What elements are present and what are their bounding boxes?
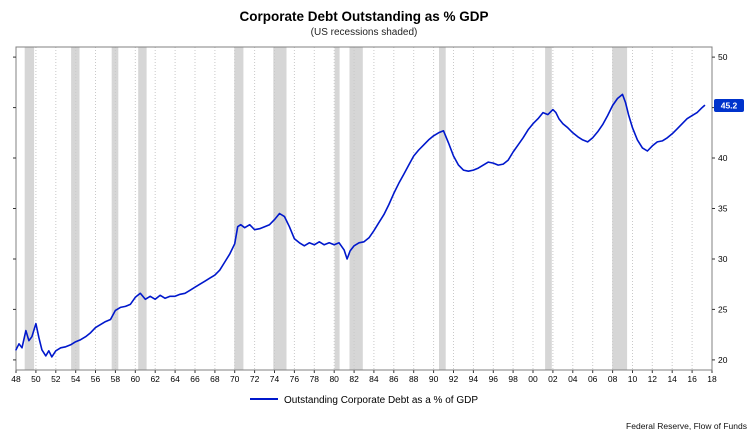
x-tick-label: 56 — [91, 374, 101, 384]
x-tick-label: 86 — [389, 374, 399, 384]
x-tick-label: 02 — [548, 374, 558, 384]
debt-line-series — [15, 93, 706, 358]
x-tick-label: 50 — [31, 374, 41, 384]
last-value-label: 45.2 — [721, 101, 738, 111]
x-tick-label: 96 — [489, 374, 499, 384]
x-tick-label: 80 — [329, 374, 339, 384]
x-tick-label: 70 — [230, 374, 240, 384]
x-tick-label: 10 — [628, 374, 638, 384]
x-tick-label: 98 — [508, 374, 518, 384]
x-tick-label: 90 — [429, 374, 439, 384]
x-tick-label: 52 — [51, 374, 61, 384]
x-tick-label: 06 — [588, 374, 598, 384]
y-tick-label: 30 — [718, 254, 728, 264]
plot-area: 48 50 52 54 56 58 60 62 64 66 68 70 72 74 76 78 80 82 84 86… — [11, 46, 744, 384]
x-tick-label: 68 — [210, 374, 220, 384]
x-tick-label: 54 — [71, 374, 81, 384]
x-tick-label: 14 — [667, 374, 677, 384]
source-attribution: Federal Reserve, Flow of Funds — [626, 421, 747, 431]
recession-band — [234, 47, 244, 370]
recession-band — [24, 47, 35, 370]
y-tick-label: 25 — [718, 304, 728, 314]
x-tick-label: 04 — [568, 374, 578, 384]
x-tick-label: 76 — [290, 374, 300, 384]
recession-band — [545, 47, 552, 370]
x-tick-label: 12 — [648, 374, 658, 384]
x-tick-label: 62 — [150, 374, 160, 384]
y-tick-label: 20 — [718, 355, 728, 365]
plot-frame — [15, 46, 713, 371]
x-tick-label: 18 — [707, 374, 717, 384]
chart-subtitle: (US recessions shaded) — [310, 27, 418, 38]
x-tick-label: 92 — [449, 374, 459, 384]
recession-band — [71, 47, 80, 370]
recession-band — [349, 47, 363, 370]
last-value-badge — [714, 99, 744, 112]
x-tick-label: 16 — [687, 374, 697, 384]
x-tick-label: 64 — [170, 374, 180, 384]
y-tick-label: 35 — [718, 204, 728, 214]
chart-title: Corporate Debt Outstanding as % GDP — [239, 9, 489, 24]
x-tick-label: 58 — [111, 374, 121, 384]
x-tick-label: 74 — [270, 374, 280, 384]
legend-label: Outstanding Corporate Debt as a % of GDP — [284, 395, 478, 406]
x-tick-label: 78 — [310, 374, 320, 384]
recession-band — [612, 47, 628, 370]
legend-line-marker — [250, 398, 278, 401]
x-tick-label: 60 — [131, 374, 141, 384]
y-tick-label: 50 — [718, 52, 728, 62]
y-tick-label: 40 — [718, 153, 728, 163]
x-tick-label: 84 — [369, 374, 379, 384]
x-tick-label: 08 — [608, 374, 618, 384]
recession-band — [138, 47, 147, 370]
x-tick-label: 48 — [11, 374, 21, 384]
x-tick-label: 88 — [409, 374, 419, 384]
recession-band — [111, 47, 119, 370]
legend: Outstanding Corporate Debt as a % of GDP — [0, 395, 728, 406]
x-tick-label: 66 — [190, 374, 200, 384]
recession-band — [439, 47, 446, 370]
recession-band — [273, 47, 287, 370]
recession-band — [334, 47, 340, 370]
x-tick-label: 72 — [250, 374, 260, 384]
x-tick-label: 82 — [349, 374, 359, 384]
x-tick-label: 94 — [469, 374, 479, 384]
x-tick-label: 00 — [528, 374, 538, 384]
